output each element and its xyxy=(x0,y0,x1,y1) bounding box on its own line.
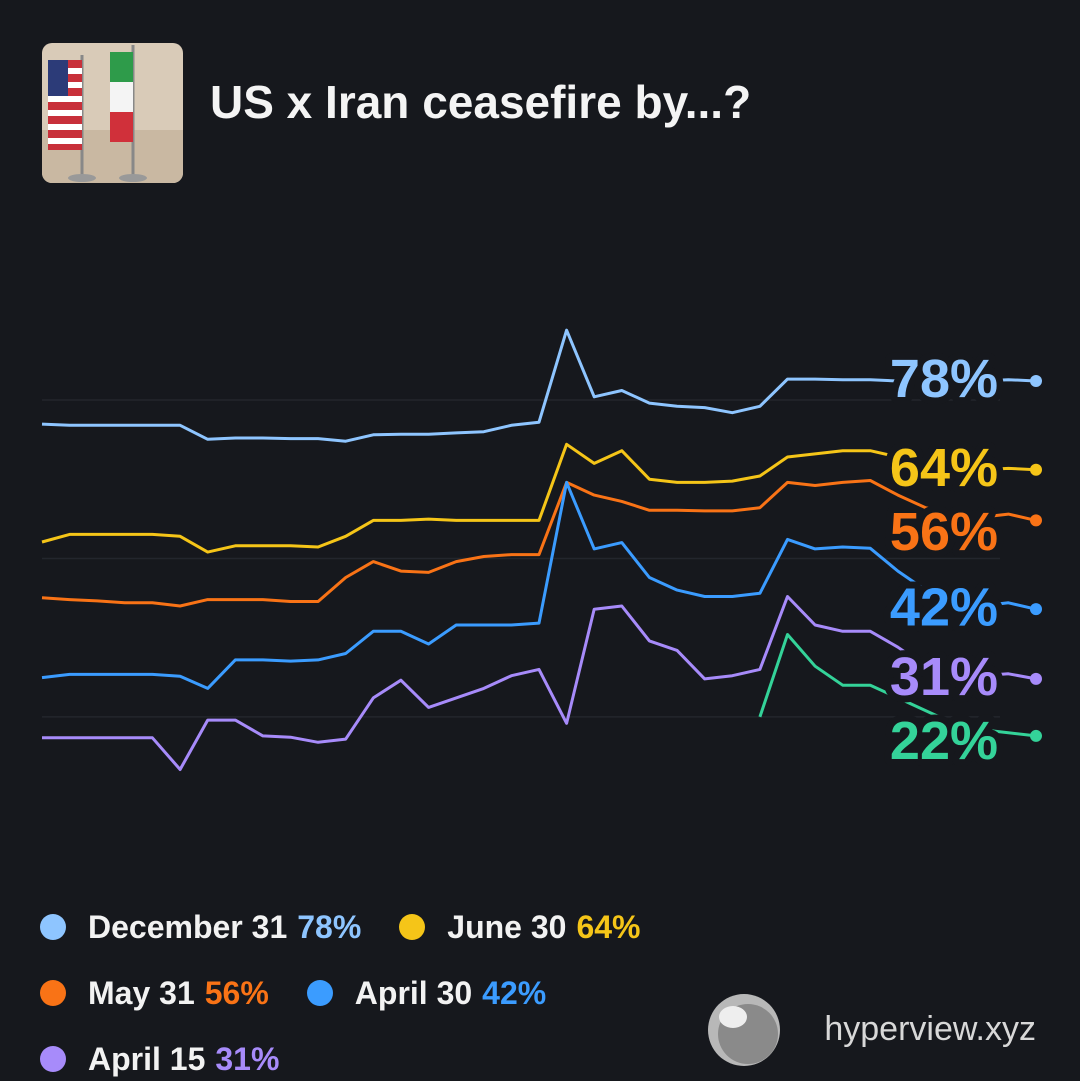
end-label: 42% xyxy=(890,577,998,637)
lines xyxy=(41,328,1037,771)
legend-swatch xyxy=(306,980,333,1006)
legend-swatch xyxy=(399,914,426,940)
legend-item: June 30 64% xyxy=(399,905,641,949)
end-dot xyxy=(1030,603,1042,616)
grid xyxy=(42,399,1000,718)
legend-value: 56% xyxy=(204,974,269,1011)
end-labels: 78% 64%56% 42% 31%22% xyxy=(883,342,1042,778)
end-label: 64% xyxy=(890,438,998,498)
watermark: hyperview.xyz xyxy=(824,1010,1036,1048)
end-dot xyxy=(1030,672,1042,685)
legend-swatch xyxy=(40,914,66,940)
legend-item: May 31 56% xyxy=(40,971,269,1015)
series-line xyxy=(41,479,1037,608)
legend-item: April 15 31% xyxy=(40,1037,279,1081)
thumbnail xyxy=(42,43,183,183)
legend-value: 64% xyxy=(576,908,641,945)
end-dot xyxy=(1030,514,1042,527)
legend: December 31 78% June 30 64% May 31 56% April 3… xyxy=(40,905,730,1081)
series-line xyxy=(41,442,1037,554)
end-label: 31% xyxy=(890,647,998,707)
legend-label: April 15 xyxy=(88,1040,206,1077)
end-dot xyxy=(1030,463,1042,476)
series-line xyxy=(41,328,1037,443)
end-label: 78% xyxy=(890,349,998,409)
series-line xyxy=(41,480,1037,690)
chart-title: US x Iran ceasefire by...? xyxy=(210,76,751,128)
series-line xyxy=(758,633,1037,738)
legend-swatch xyxy=(40,980,66,1006)
legend-item: April 30 42% xyxy=(306,971,547,1015)
watermark-icon xyxy=(708,994,780,1066)
end-label: 56% xyxy=(890,502,998,562)
legend-label: June 30 xyxy=(447,908,567,945)
series-line xyxy=(42,595,1037,771)
legend-label: December 31 xyxy=(88,908,288,945)
legend-value: 42% xyxy=(482,974,547,1011)
legend-value: 78% xyxy=(297,908,362,945)
legend-label: May 31 xyxy=(88,974,195,1011)
legend-label: April 30 xyxy=(354,974,473,1011)
legend-swatch xyxy=(40,1046,66,1072)
end-dot xyxy=(1030,374,1042,387)
legend-item: December 31 78% xyxy=(40,905,361,949)
legend-value: 31% xyxy=(215,1040,280,1077)
end-dot xyxy=(1030,729,1042,742)
end-label: 22% xyxy=(890,711,998,771)
